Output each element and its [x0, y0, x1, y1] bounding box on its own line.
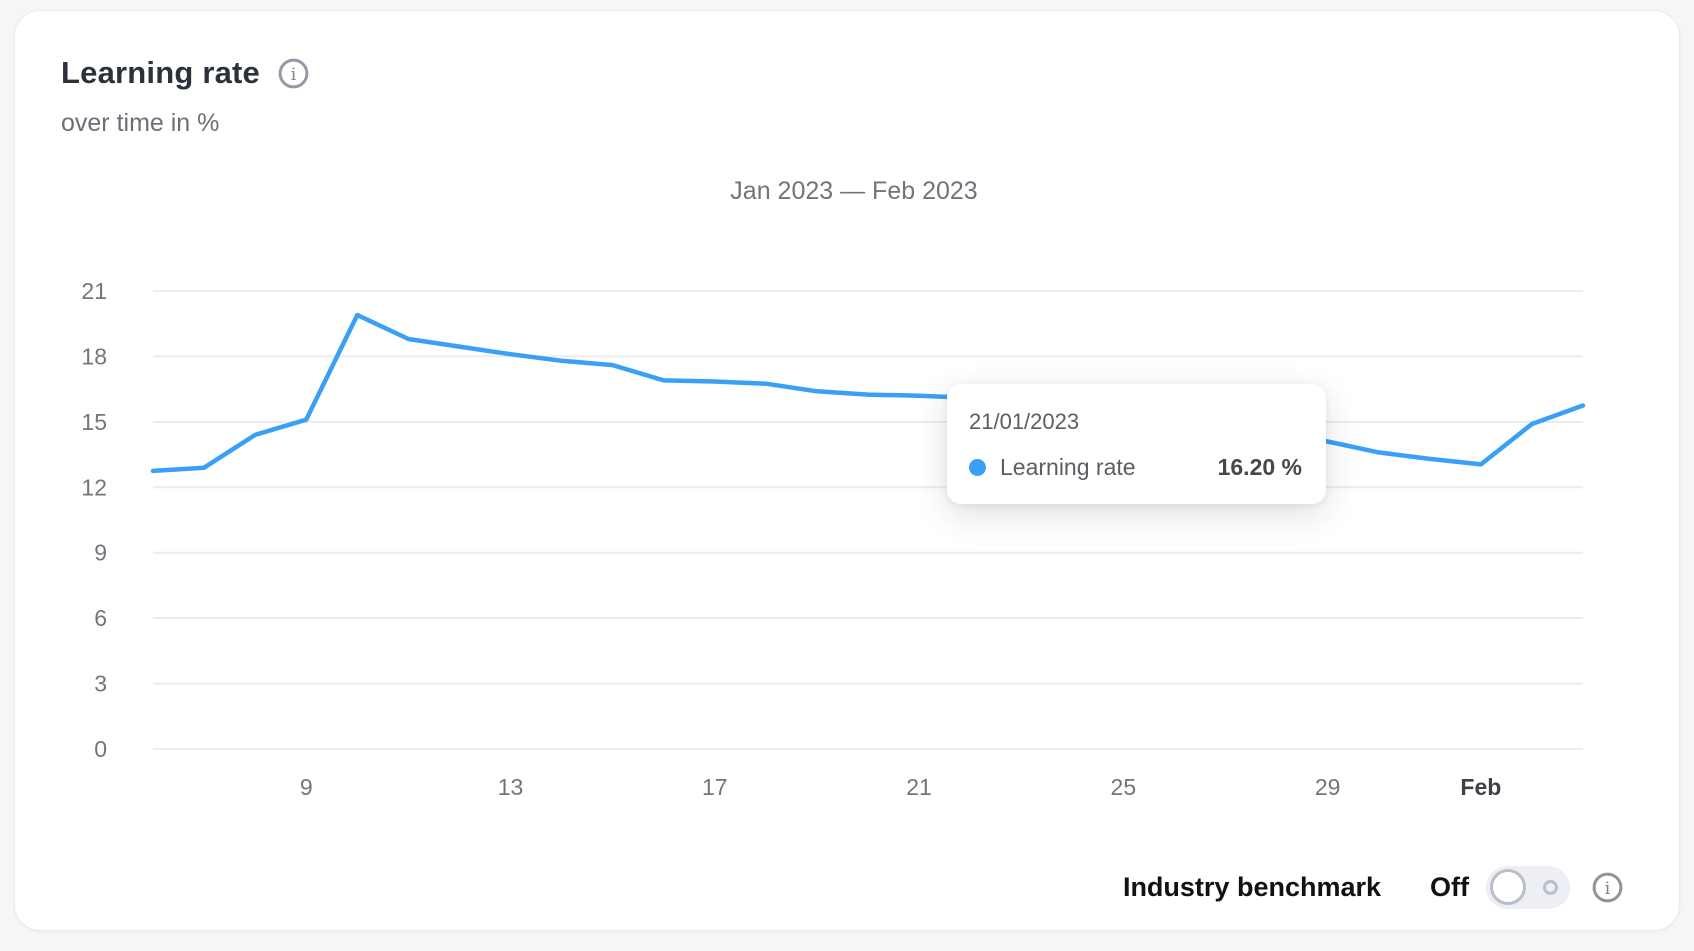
x-axis-tick-label: Feb — [1460, 774, 1501, 800]
industry-benchmark-control: Industry benchmark Off i — [1123, 862, 1623, 912]
toggle-off-ring — [1543, 879, 1558, 895]
x-axis-tick-label: 17 — [702, 774, 728, 800]
tooltip-date: 21/01/2023 — [969, 409, 1080, 434]
learning-rate-card: Learning rate i over time in % Jan 2023 … — [14, 10, 1680, 931]
chart-tooltip: 21/01/2023 Learning rate 16.20 % — [947, 384, 1326, 504]
benchmark-toggle[interactable] — [1486, 865, 1570, 909]
x-axis-tick-label: 13 — [498, 774, 524, 800]
x-axis-tick-label: 25 — [1111, 774, 1137, 800]
page-title: Learning rate — [61, 55, 260, 90]
title-info-icon[interactable]: i — [278, 58, 309, 89]
svg-text:i: i — [1605, 879, 1611, 899]
benchmark-state: Off — [1430, 871, 1469, 902]
y-axis-tick-label: 9 — [94, 540, 107, 566]
series-color-dot — [969, 459, 986, 476]
benchmark-label: Industry benchmark — [1122, 871, 1382, 902]
chart-date-range: Jan 2023 — Feb 2023 — [730, 177, 978, 205]
y-axis-tick-label: 21 — [81, 278, 107, 304]
tooltip-series-label: Learning rate — [1000, 454, 1136, 480]
y-axis-tick-label: 18 — [81, 343, 107, 369]
x-axis-tick-label: 29 — [1315, 774, 1341, 800]
y-axis-tick-label: 12 — [81, 474, 107, 500]
y-axis-tick-label: 0 — [94, 736, 107, 762]
y-axis-tick-label: 15 — [81, 409, 107, 435]
x-axis-tick-label: 21 — [906, 774, 932, 800]
svg-text:i: i — [291, 65, 297, 85]
learning-rate-line — [150, 312, 1586, 474]
learning-rate-line-chart[interactable]: 0 3 6 9 12 15 18 21 9 13 17 21 25 29 Feb — [15, 11, 1694, 951]
toggle-knob[interactable] — [1490, 868, 1526, 905]
chart-subtitle: over time in % — [61, 109, 220, 137]
tooltip-value: 16.20 % — [1217, 454, 1302, 480]
y-axis-tick-label: 6 — [94, 605, 107, 631]
x-axis-tick-label: 9 — [300, 774, 313, 800]
y-axis-tick-label: 3 — [94, 671, 107, 697]
benchmark-info-icon[interactable]: i — [1592, 872, 1623, 903]
